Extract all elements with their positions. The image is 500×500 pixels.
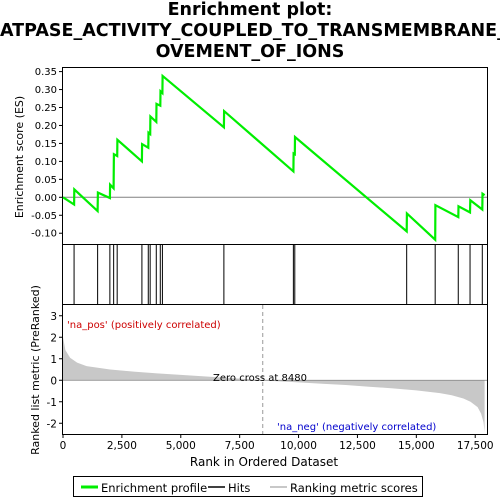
zero-cross-label: Zero cross at 8480 <box>213 373 307 384</box>
ranking-metric-area <box>63 337 485 432</box>
hits-panel-frame <box>62 244 488 305</box>
legend-frame <box>73 476 423 497</box>
x-tick-label: 2,500 <box>107 440 137 452</box>
x-tick-label: 15,000 <box>398 440 435 452</box>
metric-y-axis-label: Ranked list metric (PreRanked) <box>29 285 42 455</box>
legend: Enrichment profile Hits Ranking metric s… <box>73 476 423 497</box>
es-y-tick-label: -0.10 <box>31 229 57 240</box>
legend-enrichment-label: Enrichment profile <box>101 481 207 495</box>
pos-label: 'na_pos' (positively correlated) <box>67 320 221 331</box>
es-y-tick-label: 0.00 <box>35 193 57 204</box>
metric-y-tick-label: 3 <box>50 311 57 323</box>
x-tick-label: 10,000 <box>280 440 317 452</box>
x-tick-label: 17,500 <box>457 440 494 452</box>
es-panel: -0.10 -0.05 0.00 0.05 0.10 0.15 0.20 0.25 0.30 0.… <box>13 67 488 245</box>
es-y-tick-label: 0.10 <box>35 157 57 168</box>
hits-panel <box>62 244 488 305</box>
metric-y-tick-label: 1 <box>50 354 57 366</box>
x-axis-label: Rank in Ordered Dataset <box>190 455 338 469</box>
neg-label: 'na_neg' (negatively correlated) <box>277 422 436 433</box>
es-y-tick-label: 0.35 <box>35 67 57 78</box>
es-y-axis: -0.10 -0.05 0.00 0.05 0.10 0.15 0.20 0.25 0.30 0.… <box>31 67 63 240</box>
x-tick-label: 0 <box>60 440 67 452</box>
es-y-tick-label: 0.30 <box>35 85 57 96</box>
es-y-tick-label: 0.25 <box>35 103 57 114</box>
es-y-axis-label: Enrichment score (ES) <box>13 96 26 218</box>
enrichment-profile-line <box>62 73 486 243</box>
chart-title: Enrichment plot: ATPASE_ACTIVITY_COUPLED… <box>0 0 500 63</box>
legend-metric-label: Ranking metric scores <box>290 481 418 495</box>
metric-y-tick-label: -1 <box>47 397 57 409</box>
x-axis: 0 2,500 5,000 7,500 10,000 12,500 15,000 17,500 <box>60 434 494 452</box>
metric-y-axis: -2 -1 0 1 2 3 <box>47 311 63 430</box>
title-line-3: OVEMENT_OF_IONS <box>155 42 345 62</box>
title-line-2: ATPASE_ACTIVITY_COUPLED_TO_TRANSMEMBRANE… <box>0 21 500 41</box>
title-line-1: Enrichment plot: <box>167 0 333 20</box>
metric-panel: -2 -1 0 1 2 3 'na_pos' (positively correlated… <box>29 285 488 455</box>
hit-ticks <box>73 245 483 304</box>
es-y-tick-label: 0.05 <box>35 175 57 186</box>
metric-y-tick-label: 0 <box>50 375 57 387</box>
legend-hits-label: Hits <box>228 481 250 495</box>
x-tick-label: 12,500 <box>339 440 376 452</box>
metric-y-tick-label: 2 <box>50 332 57 344</box>
es-y-tick-label: 0.20 <box>35 121 57 132</box>
es-y-tick-label: -0.05 <box>31 211 57 222</box>
es-y-tick-label: 0.15 <box>35 139 57 150</box>
metric-y-tick-label: -2 <box>47 418 57 430</box>
x-tick-label: 5,000 <box>166 440 196 452</box>
metric-panel-frame <box>62 304 488 435</box>
x-tick-label: 7,500 <box>225 440 255 452</box>
